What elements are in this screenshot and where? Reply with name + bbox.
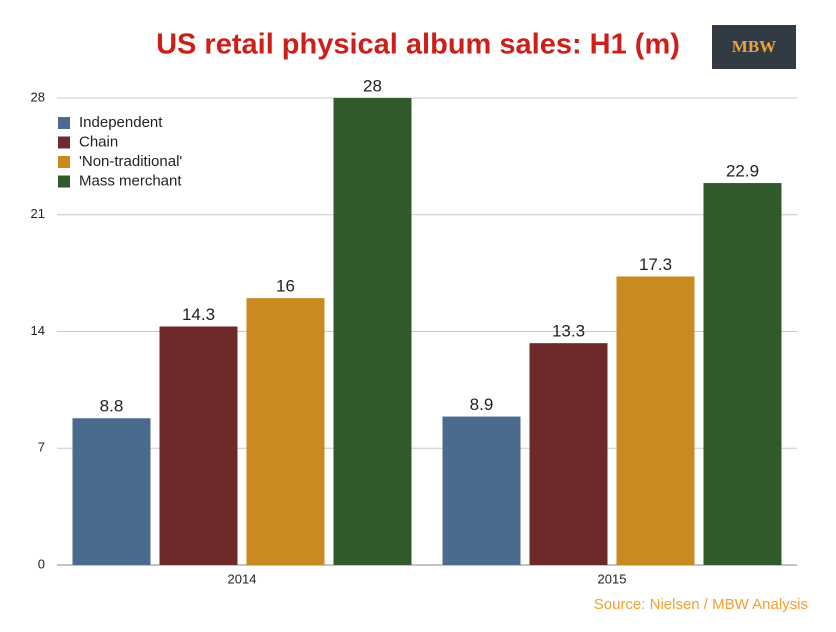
legend-label: Mass merchant	[79, 172, 182, 189]
logo-box	[712, 25, 796, 69]
bar	[616, 276, 695, 565]
value-label: 14.3	[182, 305, 215, 324]
bar	[703, 183, 782, 565]
legend-label: Chain	[79, 133, 118, 150]
value-label: 13.3	[552, 322, 585, 341]
value-label: 16	[276, 277, 295, 296]
legend-label: 'Non-traditional'	[79, 153, 182, 170]
chart-title: US retail physical album sales: H1 (m)	[156, 29, 680, 61]
y-tick-label: 0	[38, 556, 45, 571]
source-note: Source: Nielsen / MBW Analysis	[594, 596, 808, 613]
bar	[333, 98, 412, 565]
bar	[529, 343, 608, 565]
value-label: 28	[363, 76, 382, 95]
bar	[442, 416, 521, 565]
legend-label: Independent	[79, 114, 163, 131]
x-tick-label: 2014	[228, 571, 257, 586]
legend-swatch	[58, 136, 70, 149]
value-label: 17.3	[639, 255, 672, 274]
value-label: 8.8	[100, 397, 124, 416]
bar	[72, 418, 151, 565]
y-tick-label: 28	[31, 89, 45, 104]
logo: MBW	[732, 37, 776, 56]
y-tick-label: 7	[38, 440, 45, 455]
legend-swatch	[58, 156, 70, 168]
y-tick-label: 14	[31, 323, 45, 338]
x-tick-label: 2015	[598, 571, 627, 586]
y-tick-label: 21	[31, 206, 45, 221]
bar	[159, 326, 238, 565]
legend-swatch	[58, 175, 70, 188]
bar	[246, 298, 325, 565]
value-label: 8.9	[470, 395, 494, 414]
legend-swatch	[58, 117, 70, 129]
value-label: 22.9	[726, 162, 759, 181]
